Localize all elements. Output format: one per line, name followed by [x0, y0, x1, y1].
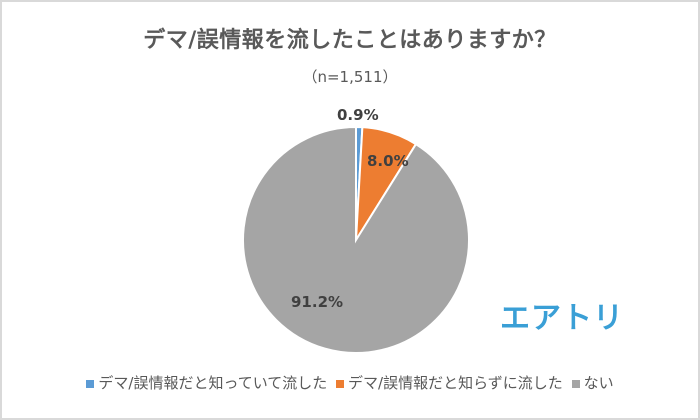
chart-title: デマ/誤情報を流したことはありますか？: [143, 28, 557, 53]
legend-swatch-blue: [86, 379, 95, 388]
label-knowingly: 0.9%: [337, 106, 379, 124]
label-unknowingly: 8.0%: [367, 152, 409, 170]
legend-item-unknowingly: デマ/誤情報だと知らずに流した: [336, 372, 563, 393]
slice-never: [242, 125, 470, 354]
legend-item-never: ない: [571, 372, 614, 393]
legend-swatch-orange: [336, 379, 345, 388]
airtrip-logo: エアトリ: [500, 301, 624, 336]
chart-subtitle: （n=1,511）: [302, 68, 398, 86]
legend-swatch-gray: [571, 379, 580, 388]
chart-legend: デマ/誤情報だと知っていて流した デマ/誤情報だと知らずに流した ない: [0, 372, 700, 393]
label-never: 91.2%: [291, 293, 344, 311]
legend-item-knowingly: デマ/誤情報だと知っていて流した: [86, 372, 327, 393]
